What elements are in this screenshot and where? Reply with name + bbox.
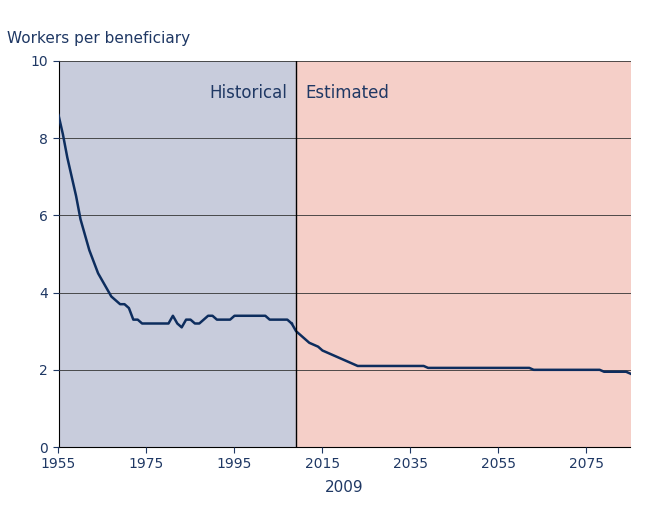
Text: Workers per beneficiary: Workers per beneficiary [7, 30, 190, 46]
Text: Historical: Historical [209, 84, 287, 102]
X-axis label: 2009: 2009 [325, 480, 364, 495]
Bar [58, 61, 296, 447]
Text: Estimated: Estimated [305, 84, 389, 102]
Bar [296, 61, 630, 447]
